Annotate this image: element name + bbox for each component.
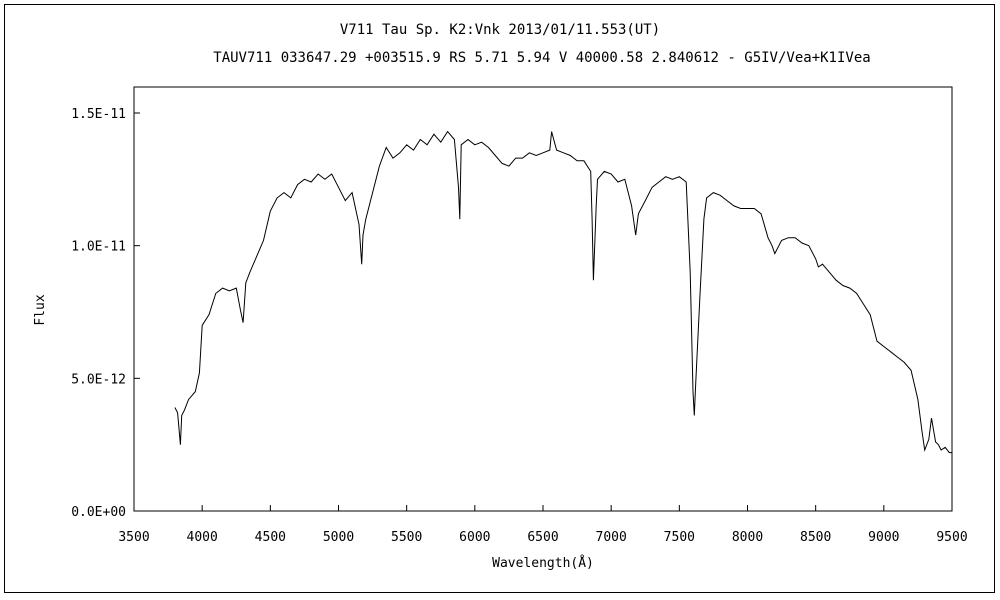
x-tick-label: 7500 xyxy=(664,530,695,545)
y-tick-label: 1.5E-11 xyxy=(71,107,126,122)
chart-frame xyxy=(4,4,995,593)
x-tick-label: 5000 xyxy=(323,530,354,545)
y-tick-label: 1.0E-11 xyxy=(71,240,126,255)
y-tick-label: 0.0E+00 xyxy=(71,505,126,520)
x-tick-label: 4000 xyxy=(187,530,218,545)
x-tick-label: 9500 xyxy=(936,530,967,545)
x-tick-label: 7000 xyxy=(596,530,627,545)
chart-subtitle: TAUV711 033647.29 +003515.9 RS 5.71 5.94… xyxy=(213,50,871,66)
chart-title: V711 Tau Sp. K2:Vnk 2013/01/11.553(UT) xyxy=(339,22,661,38)
y-tick-label: 5.0E-12 xyxy=(71,372,126,387)
plot-area xyxy=(133,86,953,512)
x-axis-label: Wavelength(Å) xyxy=(492,555,594,571)
x-tick-label: 8500 xyxy=(800,530,831,545)
y-axis-label: Flux xyxy=(33,294,48,325)
x-tick-label: 6000 xyxy=(459,530,490,545)
y-axis-ticks: 0.0E+00 5.0E-12 1.0E-11 1.5E-11 xyxy=(71,107,140,520)
x-tick-label: 6500 xyxy=(527,530,558,545)
spectrum-line xyxy=(174,130,952,454)
x-tick-label: 9000 xyxy=(868,530,899,545)
x-axis-ticks: 3500 4000 4500 5000 5500 6000 6500 7000 7500 8000… xyxy=(118,505,968,545)
x-tick-label: 5500 xyxy=(391,530,422,545)
x-tick-label: 8000 xyxy=(732,530,763,545)
x-tick-label: 4500 xyxy=(255,530,286,545)
x-tick-label: 3500 xyxy=(118,530,149,545)
